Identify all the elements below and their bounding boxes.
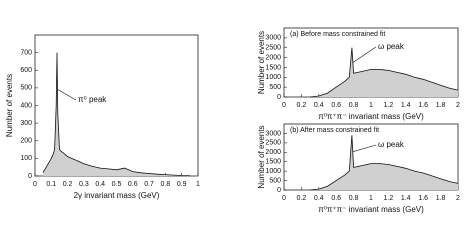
x-tick-label: 0.8 (349, 195, 359, 202)
y-tick-label: 0 (277, 187, 281, 194)
annotation: ω peak (378, 42, 405, 51)
y-tick-label: 200 (20, 138, 32, 145)
y-axis-label: Number of events (257, 125, 266, 188)
y-tick-label: 0 (277, 94, 281, 101)
x-tick-label: 0.5 (112, 181, 122, 188)
annotation: π⁰ peak (78, 95, 107, 104)
x-tick-label: 1.2 (384, 102, 394, 109)
x-tick-label: 0.1 (46, 181, 56, 188)
area (310, 135, 458, 190)
y-tick-label: 700 (20, 49, 32, 56)
y-tick-label: 3000 (265, 35, 281, 42)
x-tick-label: 0.6 (331, 195, 341, 202)
x-tick-label: 0.8 (161, 181, 171, 188)
x-tick-label: 0.9 (177, 181, 187, 188)
y-tick-label: 600 (20, 67, 32, 74)
x-tick-label: 0.4 (95, 181, 105, 188)
x-axis-label: π⁰π⁺π⁻ invariant mass (GeV) (318, 112, 424, 121)
x-tick-label: 0 (282, 195, 286, 202)
x-axis-label: π⁰π⁺π⁻ invariant mass (GeV) (318, 205, 424, 214)
x-tick-label: 1 (196, 181, 200, 188)
y-tick-label: 500 (269, 177, 281, 184)
x-tick-label: 0.4 (314, 102, 324, 109)
x-tick-label: 1.8 (436, 195, 446, 202)
chart-title: (a) Before mass constrained fit (290, 31, 385, 38)
y-tick-label: 500 (20, 85, 32, 92)
y-tick-label: 2000 (265, 54, 281, 61)
x-tick-label: 1.8 (436, 102, 446, 109)
y-tick-label: 400 (20, 102, 32, 109)
x-tick-label: 1.2 (384, 195, 394, 202)
x-tick-label: 1.6 (418, 102, 428, 109)
x-tick-label: 2 (456, 195, 460, 202)
y-tick-label: 100 (20, 155, 32, 162)
annotation: ω peak (378, 140, 405, 149)
x-tick-label: 0 (282, 102, 286, 109)
y-tick-label: 1500 (265, 64, 281, 71)
x-tick-label: 0.8 (349, 102, 359, 109)
y-tick-label: 1500 (265, 159, 281, 166)
x-tick-label: 2 (456, 102, 460, 109)
y-tick-label: 500 (269, 84, 281, 91)
x-tick-label: 0.6 (331, 102, 341, 109)
x-tick-label: 0 (33, 181, 37, 188)
x-tick-label: 0.2 (297, 195, 307, 202)
x-tick-label: 0.7 (144, 181, 154, 188)
y-tick-label: 2000 (265, 149, 281, 156)
line (310, 135, 459, 191)
area (310, 47, 458, 97)
x-tick-label: 0.6 (128, 181, 138, 188)
y-tick-label: 1000 (265, 74, 281, 81)
line (42, 52, 190, 176)
y-tick-label: 2500 (265, 140, 281, 147)
x-tick-label: 1.4 (401, 195, 411, 202)
annotation-arrow (352, 46, 377, 63)
y-tick-label: 2500 (265, 45, 281, 52)
x-tick-label: 0.2 (63, 181, 73, 188)
annotation-arrow (57, 89, 77, 101)
x-tick-label: 1.4 (401, 102, 411, 109)
annotation-arrow (352, 144, 377, 153)
y-tick-label: 0 (28, 173, 32, 180)
line (310, 47, 459, 98)
x-tick-label: 1 (369, 195, 373, 202)
x-axis-label: 2γ invariant mass (GeV) (74, 191, 160, 200)
y-tick-label: 300 (20, 120, 32, 127)
y-tick-label: 1000 (265, 168, 281, 175)
y-tick-label: 3000 (265, 130, 281, 137)
x-tick-label: 0.3 (79, 181, 89, 188)
chart-title: (b) After mass constrained fit (290, 127, 379, 134)
x-tick-label: 0.4 (314, 195, 324, 202)
x-tick-label: 1.6 (418, 195, 428, 202)
y-axis-label: Number of events (5, 74, 14, 137)
x-tick-label: 0.2 (297, 102, 307, 109)
x-tick-label: 1 (369, 102, 373, 109)
y-axis-label: Number of events (257, 31, 266, 94)
area (43, 52, 190, 176)
